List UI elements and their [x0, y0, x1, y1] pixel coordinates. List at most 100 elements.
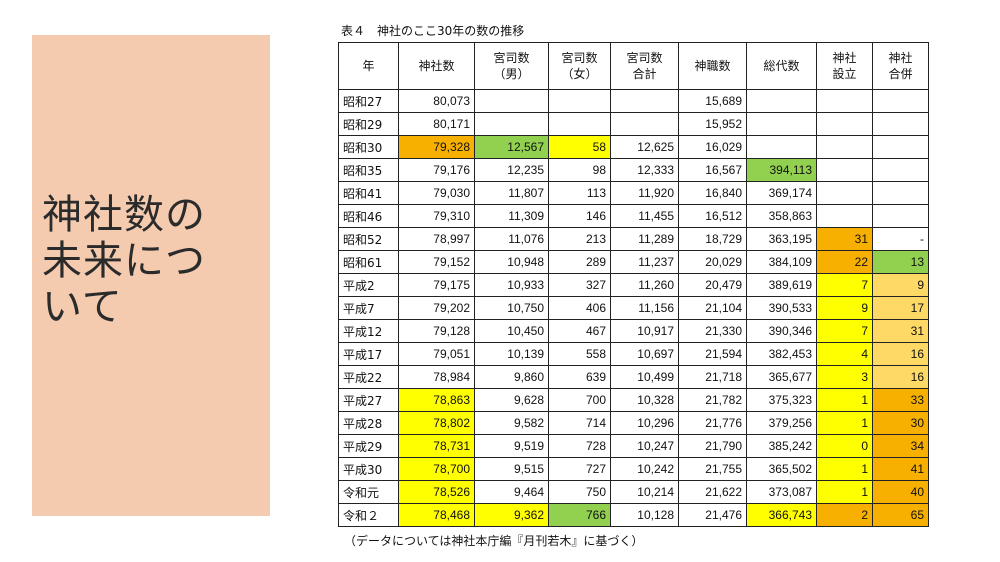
- table-footnote: （データについては神社本庁編『月刊若木』に基づく）: [344, 534, 644, 548]
- value-cell: 34: [872, 434, 929, 458]
- value-cell: 15,952: [678, 112, 747, 136]
- value-cell: [816, 181, 873, 205]
- column-header: 年: [338, 42, 399, 90]
- table-row: 平成22 78,984 9,860 639 10,499 21,718 365,677 3 16: [338, 365, 929, 389]
- value-cell: 18,729: [678, 227, 747, 251]
- value-cell: 1: [816, 457, 873, 481]
- value-cell: 10,139: [474, 342, 549, 366]
- value-cell: 467: [548, 319, 611, 343]
- value-cell: [746, 112, 817, 136]
- value-cell: 21,476: [678, 503, 747, 527]
- value-cell: 384,109: [746, 250, 817, 274]
- value-cell: 21,104: [678, 296, 747, 320]
- value-cell: 80,073: [398, 89, 475, 113]
- value-cell: 7: [816, 319, 873, 343]
- value-cell: 365,502: [746, 457, 817, 481]
- value-cell: 390,346: [746, 319, 817, 343]
- value-cell: 22: [816, 250, 873, 274]
- value-cell: 11,237: [610, 250, 679, 274]
- table-row: 平成2 79,175 10,933 327 11,260 20,479 389,619 7 9: [338, 273, 929, 297]
- year-cell: 平成7: [338, 296, 399, 320]
- value-cell: 21,594: [678, 342, 747, 366]
- value-cell: 15,689: [678, 89, 747, 113]
- value-cell: 78,526: [398, 480, 475, 504]
- table-row: 昭和61 79,152 10,948 289 11,237 20,029 384,109 22…: [338, 250, 929, 274]
- value-cell: 20,479: [678, 273, 747, 297]
- table-row: 昭和29 80,171 15,952: [338, 112, 929, 136]
- value-cell: 40: [872, 480, 929, 504]
- value-cell: 385,242: [746, 434, 817, 458]
- value-cell: 365,677: [746, 365, 817, 389]
- value-cell: 16: [872, 365, 929, 389]
- value-cell: 389,619: [746, 273, 817, 297]
- value-cell: 358,863: [746, 204, 817, 228]
- table-header-row: 年神社数 宮司数 （男） 宮司数 （女） 宮司数 合計 神職数 総代数 神社 設立 神社 合併: [338, 42, 929, 90]
- value-cell: [872, 135, 929, 159]
- value-cell: 9,464: [474, 480, 549, 504]
- value-cell: 78,731: [398, 434, 475, 458]
- value-cell: 12,333: [610, 158, 679, 182]
- value-cell: 10,499: [610, 365, 679, 389]
- value-cell: 375,323: [746, 388, 817, 412]
- year-cell: 平成12: [338, 319, 399, 343]
- value-cell: 21,330: [678, 319, 747, 343]
- value-cell: [816, 158, 873, 182]
- value-cell: 78,863: [398, 388, 475, 412]
- value-cell: 79,176: [398, 158, 475, 182]
- value-cell: 11,920: [610, 181, 679, 205]
- value-cell: 58: [548, 135, 611, 159]
- value-cell: 79,030: [398, 181, 475, 205]
- year-cell: 昭和52: [338, 227, 399, 251]
- value-cell: [746, 135, 817, 159]
- value-cell: 10,128: [610, 503, 679, 527]
- title-panel: [32, 35, 270, 516]
- table-row: 平成17 79,051 10,139 558 10,697 21,594 382,453 4 1…: [338, 342, 929, 366]
- value-cell: [872, 112, 929, 136]
- value-cell: 9,362: [474, 503, 549, 527]
- value-cell: 31: [872, 319, 929, 343]
- value-cell: 33: [872, 388, 929, 412]
- value-cell: [816, 135, 873, 159]
- table-row: 平成29 78,731 9,519 728 10,247 21,790 385,242 0 34: [338, 434, 929, 458]
- value-cell: 79,328: [398, 135, 475, 159]
- value-cell: 766: [548, 503, 611, 527]
- table-row: 昭和46 79,310 11,309 146 11,455 16,512 358,863: [338, 204, 929, 228]
- value-cell: 9: [816, 296, 873, 320]
- value-cell: 16,840: [678, 181, 747, 205]
- value-cell: [816, 204, 873, 228]
- value-cell: 10,933: [474, 273, 549, 297]
- value-cell: [816, 89, 873, 113]
- value-cell: 16: [872, 342, 929, 366]
- year-cell: 令和２: [338, 503, 399, 527]
- year-cell: 昭和35: [338, 158, 399, 182]
- value-cell: 366,743: [746, 503, 817, 527]
- value-cell: 10,450: [474, 319, 549, 343]
- value-cell: 379,256: [746, 411, 817, 435]
- table-row: 令和２ 78,468 9,362 766 10,128 21,476 366,743 2 65: [338, 503, 929, 527]
- value-cell: 65: [872, 503, 929, 527]
- value-cell: 10,948: [474, 250, 549, 274]
- value-cell: 21,776: [678, 411, 747, 435]
- column-header: 宮司数 合計: [610, 42, 679, 90]
- year-cell: 昭和61: [338, 250, 399, 274]
- year-cell: 平成2: [338, 273, 399, 297]
- value-cell: 714: [548, 411, 611, 435]
- year-cell: 昭和46: [338, 204, 399, 228]
- value-cell: 78,802: [398, 411, 475, 435]
- value-cell: 21,718: [678, 365, 747, 389]
- year-cell: 昭和27: [338, 89, 399, 113]
- column-header: 神社数: [398, 42, 475, 90]
- value-cell: 373,087: [746, 480, 817, 504]
- value-cell: 4: [816, 342, 873, 366]
- value-cell: 11,309: [474, 204, 549, 228]
- value-cell: 390,533: [746, 296, 817, 320]
- slide-title: 神社数の 未来につ いて: [42, 192, 206, 330]
- value-cell: [474, 112, 549, 136]
- value-cell: 406: [548, 296, 611, 320]
- value-cell: 16,029: [678, 135, 747, 159]
- value-cell: 21,782: [678, 388, 747, 412]
- value-cell: 78,700: [398, 457, 475, 481]
- value-cell: 363,195: [746, 227, 817, 251]
- value-cell: 11,260: [610, 273, 679, 297]
- year-cell: 平成27: [338, 388, 399, 412]
